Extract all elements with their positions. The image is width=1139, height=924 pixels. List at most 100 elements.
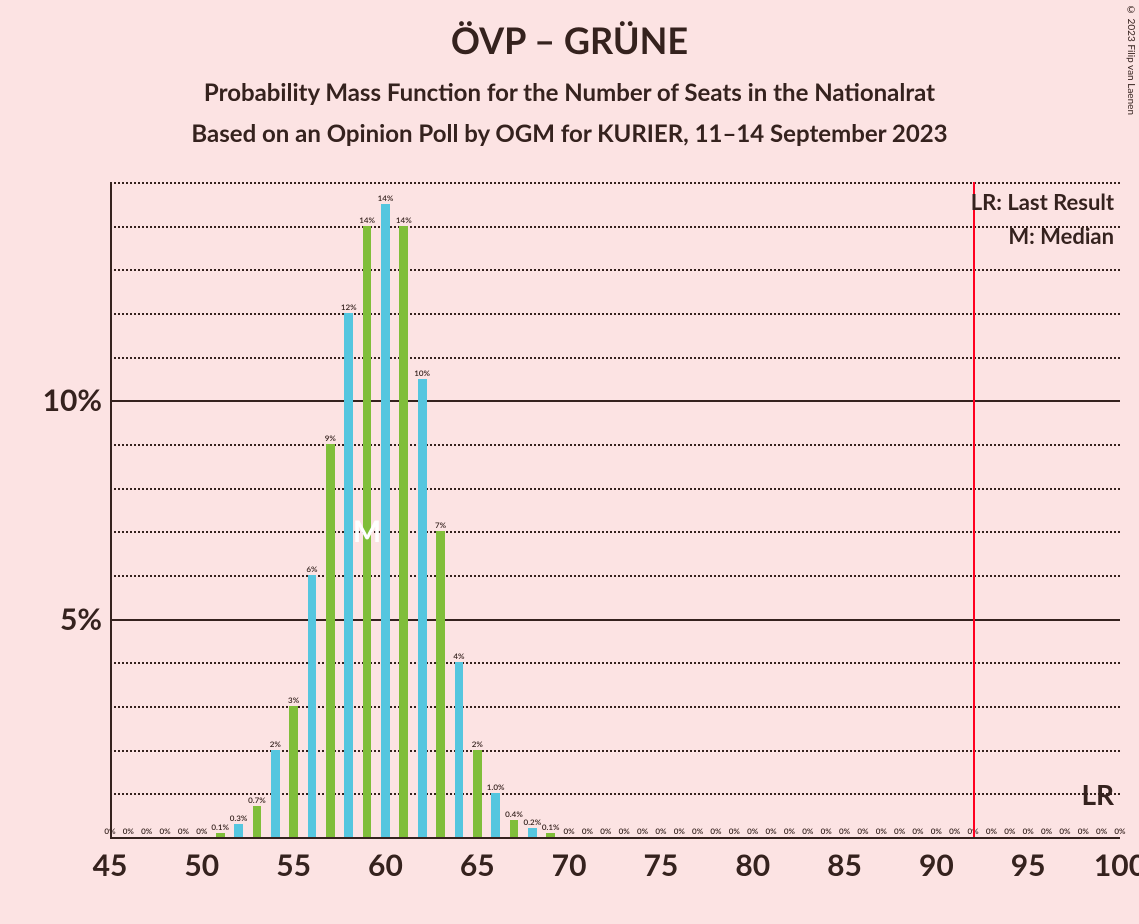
histogram-bar: 14%: [399, 226, 408, 837]
bar-value-label: 0%: [802, 826, 813, 837]
bar-value-label: 0%: [876, 826, 887, 837]
x-axis-tick-label: 75: [644, 837, 679, 883]
gridline-minor: [110, 488, 1120, 490]
bar-value-label: 0.1%: [211, 822, 229, 833]
bar-value-label: 9%: [325, 433, 336, 444]
bar-value-label: 0%: [766, 826, 777, 837]
chart-title: ÖVP – GRÜNE: [0, 0, 1139, 62]
legend-median: M: Median: [1008, 222, 1114, 249]
x-axis-line: [110, 837, 1120, 839]
bar-value-label: 0%: [160, 826, 171, 837]
y-axis-line: [110, 182, 112, 837]
x-axis-tick-label: 100: [1094, 837, 1139, 883]
gridline-major: [110, 619, 1120, 621]
gridline-minor: [110, 313, 1120, 315]
last-result-line: [973, 182, 975, 837]
bar-value-label: 6%: [306, 564, 317, 575]
x-axis-tick-label: 90: [919, 837, 954, 883]
histogram-bar: 12%: [344, 313, 353, 837]
histogram-bar: 14%: [381, 204, 390, 837]
histogram-bar: 4%: [455, 662, 464, 837]
bar-value-label: 0%: [1078, 826, 1089, 837]
gridline-minor: [110, 357, 1120, 359]
bar-value-label: 0%: [1023, 826, 1034, 837]
bar-value-label: 0%: [1004, 826, 1015, 837]
bar-value-label: 2%: [472, 739, 483, 750]
x-axis-tick-label: 60: [368, 837, 403, 883]
bar-value-label: 0.7%: [248, 795, 266, 806]
histogram-bar: 0.3%: [234, 824, 243, 837]
x-axis-tick-label: 95: [1011, 837, 1046, 883]
last-result-label: LR: [1081, 777, 1114, 811]
histogram-bar: 0.2%: [528, 828, 537, 837]
gridline-minor: [110, 662, 1120, 664]
chart-subtitle-1: Probability Mass Function for the Number…: [0, 78, 1139, 107]
gridline-minor: [110, 750, 1120, 752]
bar-value-label: 0%: [655, 826, 666, 837]
histogram-bar: 0.7%: [253, 806, 262, 837]
bar-value-label: 0%: [949, 826, 960, 837]
gridline-minor: [110, 182, 1120, 184]
x-axis-tick-label: 70: [552, 837, 587, 883]
histogram-bar: 3%: [289, 706, 298, 837]
chart-subtitle-2: Based on an Opinion Poll by OGM for KURI…: [0, 119, 1139, 148]
gridline-minor: [110, 226, 1120, 228]
bar-value-label: 2%: [270, 739, 281, 750]
bar-value-label: 12%: [341, 302, 357, 313]
bar-value-label: 0%: [674, 826, 685, 837]
bar-value-label: 0%: [104, 826, 115, 837]
bar-value-label: 3%: [288, 695, 299, 706]
y-axis-tick-label: 5%: [60, 601, 110, 637]
x-axis-tick-label: 50: [184, 837, 219, 883]
bar-value-label: 4%: [453, 651, 464, 662]
gridline-minor: [110, 444, 1120, 446]
bar-value-label: 0%: [1041, 826, 1052, 837]
bar-value-label: 0%: [931, 826, 942, 837]
bar-value-label: 0.2%: [524, 817, 542, 828]
bar-value-label: 0%: [821, 826, 832, 837]
histogram-bar: 0.1%: [546, 833, 555, 837]
histogram-bar: 2%: [473, 750, 482, 837]
chart-plot-area: 5%10%45505560657075808590951000%0%0%0%0%…: [110, 182, 1120, 837]
bar-value-label: 14%: [378, 193, 394, 204]
gridline-minor: [110, 575, 1120, 577]
histogram-bar: 2%: [271, 750, 280, 837]
bar-value-label: 0%: [986, 826, 997, 837]
histogram-bar: 0.1%: [216, 833, 225, 837]
bar-value-label: 0%: [196, 826, 207, 837]
bar-value-label: 0.4%: [505, 809, 523, 820]
bar-value-label: 0%: [619, 826, 630, 837]
bar-value-label: 0%: [692, 826, 703, 837]
bar-value-label: 0%: [710, 826, 721, 837]
bar-value-label: 7%: [435, 520, 446, 531]
histogram-bar: 0.4%: [510, 820, 519, 837]
bar-value-label: 0%: [600, 826, 611, 837]
x-axis-tick-label: 65: [460, 837, 495, 883]
bar-value-label: 0.3%: [230, 813, 248, 824]
histogram-bar: 9%: [326, 444, 335, 837]
gridline-minor: [110, 531, 1120, 533]
bar-value-label: 0%: [729, 826, 740, 837]
histogram-bar: 10%: [418, 379, 427, 838]
y-axis-tick-label: 10%: [43, 382, 110, 418]
bar-value-label: 0%: [178, 826, 189, 837]
copyright-text: © 2023 Filip van Laenen: [1125, 4, 1137, 115]
legend-last-result: LR: Last Result: [971, 188, 1114, 215]
bar-value-label: 14%: [396, 215, 412, 226]
bar-value-label: 0%: [564, 826, 575, 837]
bar-value-label: 0%: [582, 826, 593, 837]
bar-value-label: 10%: [414, 368, 430, 379]
x-axis-tick-label: 55: [276, 837, 311, 883]
x-axis-tick-label: 80: [735, 837, 770, 883]
bar-value-label: 1.0%: [487, 782, 505, 793]
histogram-bar: 14%: [363, 226, 372, 837]
gridline-minor: [110, 706, 1120, 708]
histogram-bar: 7%: [436, 531, 445, 837]
bar-value-label: 0%: [912, 826, 923, 837]
bar-value-label: 0%: [123, 826, 134, 837]
gridline-minor: [110, 269, 1120, 271]
gridline-major: [110, 400, 1120, 402]
histogram-bar: 1.0%: [491, 793, 500, 837]
bar-value-label: 0%: [784, 826, 795, 837]
bar-value-label: 0%: [1096, 826, 1107, 837]
